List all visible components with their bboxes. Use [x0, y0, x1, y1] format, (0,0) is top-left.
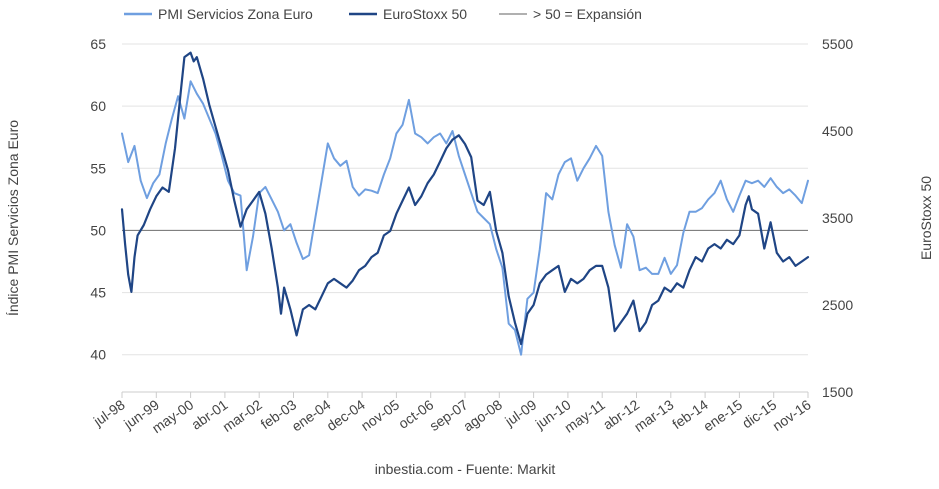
y-right-tick-label: 1500 — [822, 384, 853, 400]
y-left-axis-title: Índice PMI Servicios Zona Euro — [5, 120, 21, 316]
series-line-eurostoxx — [120, 51, 810, 346]
x-tick-label: mar-13 — [631, 396, 677, 435]
grid-layer — [122, 43, 808, 356]
x-tick-label: ene-04 — [289, 396, 334, 434]
series-line-pmi — [121, 80, 809, 356]
y-left-tick-label: 50 — [90, 222, 106, 238]
legend: PMI Servicios Zona Euro EuroStoxx 50 > 5… — [124, 6, 642, 22]
source-caption: inbestia.com - Fuente: Markit — [375, 461, 556, 477]
x-tick-label: ene-15 — [700, 396, 745, 434]
y-left-tick-label: 60 — [90, 98, 106, 114]
legend-label-reference: > 50 = Expansión — [533, 6, 642, 22]
series-layer — [120, 51, 810, 356]
legend-label-pmi: PMI Servicios Zona Euro — [158, 6, 313, 22]
x-tick-label: dec-04 — [324, 396, 368, 434]
x-tick-label: jul-98 — [90, 396, 128, 429]
y-right-axis-title: EuroStoxx 50 — [918, 176, 934, 260]
y-right-tick-label: 5500 — [822, 36, 853, 52]
x-tick-label: jul-09 — [501, 396, 539, 429]
x-tick-label: ago-08 — [460, 396, 505, 434]
legend-label-eurostoxx: EuroStoxx 50 — [383, 6, 467, 22]
y-left-tick-label: 65 — [90, 36, 106, 52]
x-tick-label: nov-05 — [358, 396, 402, 434]
x-tick-label: mar-02 — [219, 396, 265, 435]
y-left-tick-label: 45 — [90, 285, 106, 301]
x-tick-label: nov-16 — [769, 396, 813, 434]
y-right-tick-label: 3500 — [822, 210, 853, 226]
y-right-tick-label: 2500 — [822, 297, 853, 313]
y-left-tick-label: 40 — [90, 347, 106, 363]
y-left-tick-label: 55 — [90, 160, 106, 176]
y-right-tick-label: 4500 — [822, 123, 853, 139]
